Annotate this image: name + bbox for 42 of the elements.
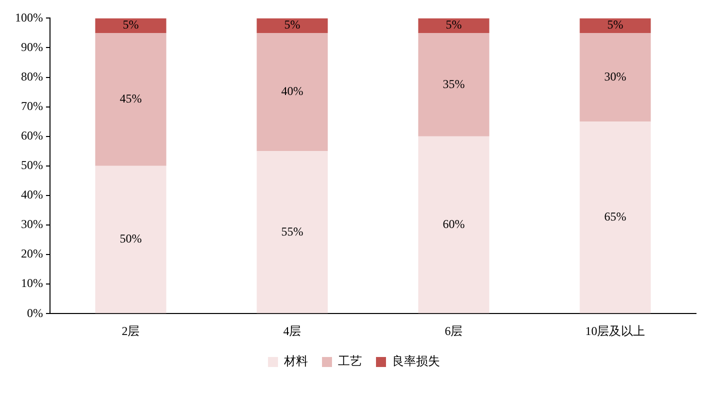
data-label: 5% xyxy=(122,18,139,32)
data-label: 5% xyxy=(607,18,624,32)
bar xyxy=(95,32,166,166)
bar xyxy=(418,136,490,314)
y-tick-label: 80% xyxy=(20,69,43,84)
y-tick-label: 10% xyxy=(20,276,43,290)
legend-label: 工艺 xyxy=(338,354,362,368)
bar xyxy=(256,151,328,314)
y-tick-label: 30% xyxy=(20,217,43,232)
bar xyxy=(256,18,328,33)
legend-label: 良率损失 xyxy=(392,354,440,368)
bar xyxy=(95,166,166,314)
data-label: 5% xyxy=(284,18,300,32)
legend-label: 材料 xyxy=(283,354,308,368)
data-label: 55% xyxy=(281,224,304,238)
y-tick-label: 20% xyxy=(20,246,43,261)
data-label: 65% xyxy=(604,210,626,224)
bar xyxy=(95,18,166,33)
x-tick-label: 6层 xyxy=(444,324,463,338)
bar xyxy=(580,122,651,314)
bar xyxy=(580,18,651,33)
x-tick-label: 10层及以上 xyxy=(585,324,646,338)
y-tick-label: 60% xyxy=(20,128,43,143)
data-label: 60% xyxy=(442,216,465,231)
bar xyxy=(580,32,651,122)
data-label: 45% xyxy=(120,92,142,106)
x-tick-label: 4层 xyxy=(283,324,302,338)
data-label: 40% xyxy=(281,84,304,98)
bar xyxy=(418,32,490,136)
data-label: 30% xyxy=(604,69,626,84)
y-tick-label: 40% xyxy=(20,188,43,202)
y-tick-label: 90% xyxy=(20,40,43,54)
x-tick-label: 2层 xyxy=(122,324,140,338)
data-label: 50% xyxy=(120,232,142,246)
bar xyxy=(256,32,328,152)
y-tick-label: 50% xyxy=(20,158,43,172)
data-label: 35% xyxy=(442,76,465,91)
y-tick-label: 100% xyxy=(14,10,43,24)
y-tick-label: 0% xyxy=(26,306,43,320)
bar xyxy=(418,18,490,33)
y-tick-label: 70% xyxy=(20,98,43,113)
data-label: 5% xyxy=(446,18,462,32)
